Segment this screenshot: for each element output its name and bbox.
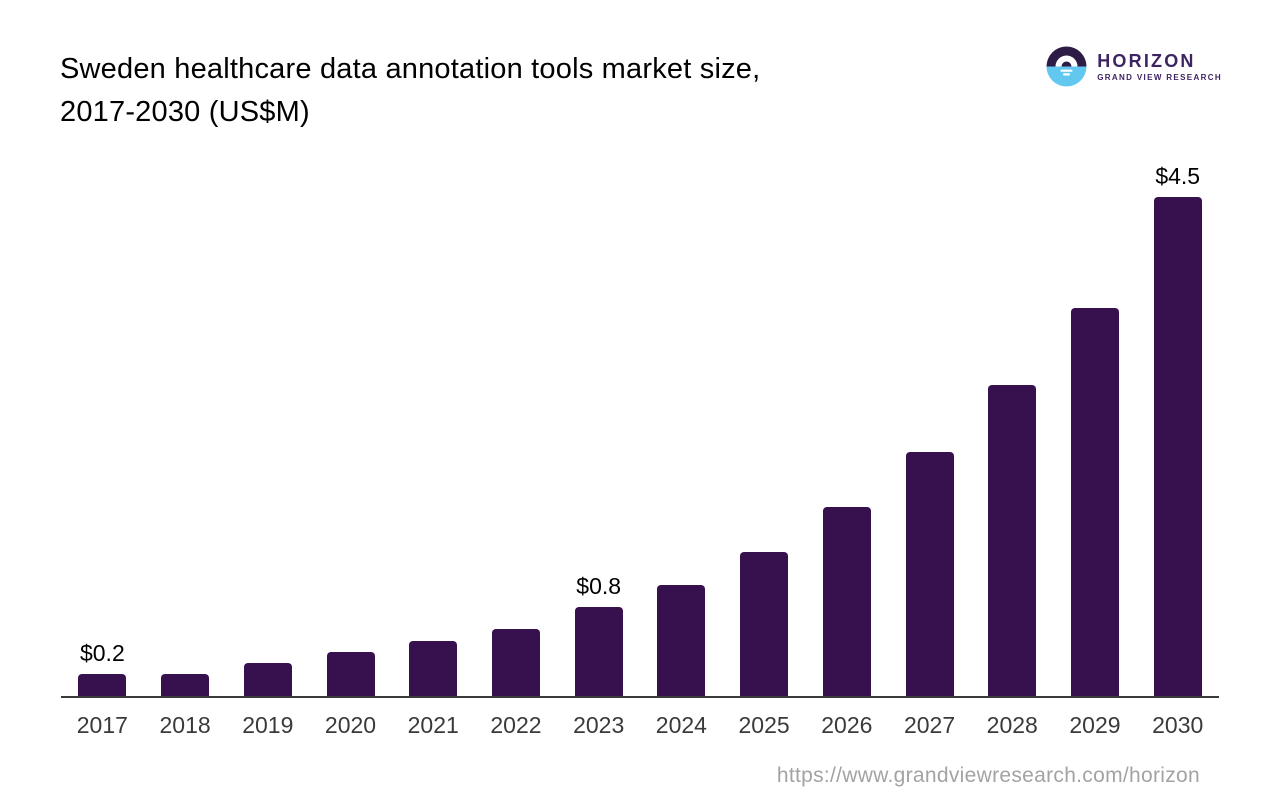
x-axis-line — [61, 696, 1219, 698]
x-tick-2021: 2021 — [407, 712, 459, 738]
bar-value-label-2023: $0.8 — [576, 573, 622, 599]
bar-group-2024 — [640, 585, 723, 696]
bar-2025 — [740, 552, 789, 696]
bar-chart: $0.2 $0.8 $4.5 — [61, 160, 1219, 698]
x-tick-2019: 2019 — [242, 712, 294, 738]
bar-2022 — [491, 629, 540, 696]
bar-2027 — [905, 452, 954, 696]
bar-group-2028 — [971, 385, 1054, 696]
bar-group-2023: $0.8 — [557, 573, 640, 696]
brand-name: HORIZON — [1097, 51, 1196, 71]
bar-2023 — [574, 607, 623, 696]
x-tick-2022: 2022 — [490, 712, 542, 738]
horizon-sunrise-icon — [1046, 46, 1087, 87]
bar-2021 — [409, 641, 458, 696]
bars-row: $0.2 $0.8 $4.5 — [61, 160, 1219, 696]
x-tick-2018: 2018 — [159, 712, 211, 738]
x-tick-2017: 2017 — [76, 712, 128, 738]
brand-subtitle: GRAND VIEW RESEARCH — [1097, 73, 1222, 82]
bar-2028 — [988, 385, 1037, 696]
bar-2030 — [1153, 197, 1202, 696]
x-tick-2026: 2026 — [821, 712, 873, 738]
bar-2020 — [326, 652, 375, 696]
page-title-line1: Sweden healthcare data annotation tools … — [60, 53, 761, 85]
source-url: https://www.grandviewresearch.com/horizo… — [776, 764, 1200, 787]
x-tick-2030: 2030 — [1152, 712, 1204, 738]
bar-group-2019 — [226, 663, 309, 696]
bar-group-2027 — [888, 452, 971, 696]
brand-text: HORIZON GRAND VIEW RESEARCH — [1097, 51, 1222, 82]
bar-group-2029 — [1054, 308, 1137, 696]
brand-logo: HORIZON GRAND VIEW RESEARCH — [1046, 46, 1222, 87]
x-tick-2028: 2028 — [986, 712, 1038, 738]
bar-2017 — [78, 674, 127, 696]
bar-group-2030: $4.5 — [1136, 163, 1219, 696]
bar-group-2026 — [805, 507, 888, 696]
bar-2024 — [657, 585, 706, 696]
bar-2019 — [243, 663, 292, 696]
x-tick-2020: 2020 — [324, 712, 377, 738]
bar-group-2021 — [392, 641, 475, 696]
bar-2026 — [822, 507, 871, 696]
bar-group-2018 — [144, 674, 227, 696]
page-title-line2: 2017-2030 (US$M) — [60, 96, 310, 128]
page-title: Sweden healthcare data annotation tools … — [60, 48, 760, 134]
bar-2029 — [1070, 308, 1119, 696]
bar-group-2025 — [723, 552, 806, 696]
x-tick-2025: 2025 — [738, 712, 790, 738]
x-axis-tick-labels: 2017 2018 2019 2020 2021 2022 2023 2024 2025 2026… — [61, 712, 1219, 739]
x-tick-2024: 2024 — [655, 712, 707, 738]
bar-2018 — [161, 674, 210, 696]
bar-group-2017: $0.2 — [61, 640, 144, 696]
bar-group-2020 — [309, 652, 392, 696]
x-tick-2027: 2027 — [903, 712, 956, 738]
x-tick-2029: 2029 — [1069, 712, 1121, 738]
bar-value-label-2017: $0.2 — [79, 640, 125, 666]
bar-value-label-2030: $4.5 — [1155, 163, 1201, 189]
x-tick-2023: 2023 — [573, 712, 625, 738]
bar-group-2022 — [475, 629, 558, 696]
